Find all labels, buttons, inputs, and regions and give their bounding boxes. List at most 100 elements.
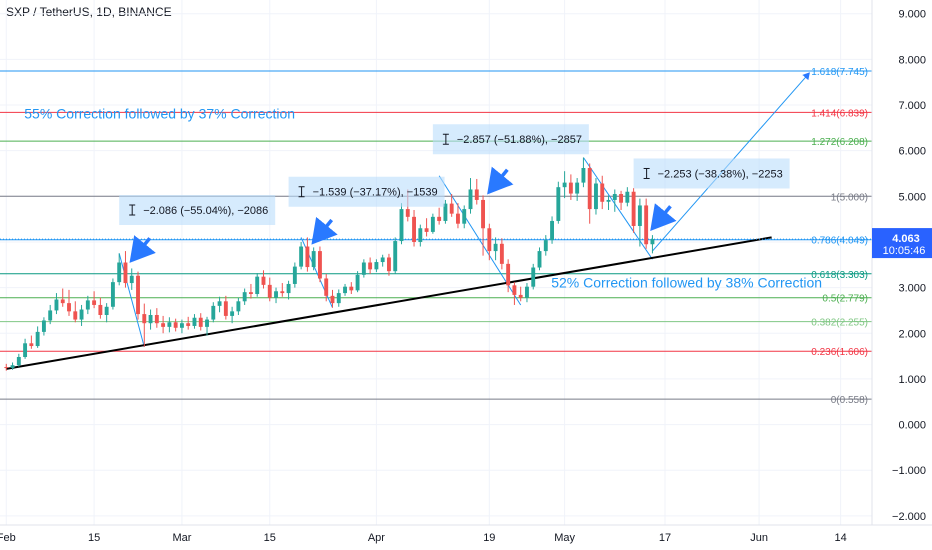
candle-body <box>506 263 511 286</box>
candle-body <box>311 251 316 268</box>
fib-label: 1.618(7.745) <box>811 67 868 78</box>
candle-body <box>405 209 410 217</box>
candle-body <box>361 262 366 275</box>
candle-body <box>274 291 278 298</box>
y-tick-label: 6.000 <box>898 146 926 158</box>
callout-arrow <box>650 203 677 231</box>
y-tick-label: 2.000 <box>898 328 926 340</box>
fib-label: 1.414(6.839) <box>811 108 868 119</box>
candle-body <box>644 205 649 245</box>
candle-body <box>600 183 605 202</box>
candle-body <box>223 301 228 316</box>
measure-callout: −2.857 (−51.88%), −2857 <box>432 124 589 195</box>
candle-body <box>443 203 448 221</box>
trendline <box>6 236 772 370</box>
fib-label: 0.236(1.606) <box>811 347 868 358</box>
measure-box <box>633 158 790 189</box>
candle-body <box>16 357 21 366</box>
candle-body <box>537 251 542 268</box>
candle-body <box>299 246 304 267</box>
candle-body <box>512 285 517 295</box>
candle-body <box>612 194 617 200</box>
candle-body <box>606 199 611 202</box>
measure-label: −1.539 (−37.17%), −1539 <box>313 187 438 199</box>
candle-body <box>117 262 122 283</box>
x-tick-label: Jun <box>750 532 768 544</box>
candle-body <box>67 303 71 312</box>
candle-body <box>211 305 216 320</box>
correction-line <box>583 157 653 260</box>
fib-extension[interactable]: 1.618(7.745) 1.414(6.839) 1.272(6.208) 1(5.… <box>0 67 872 406</box>
fib-label: 0(0.558) <box>831 395 868 406</box>
x-tick-label: 19 <box>483 532 495 544</box>
candle-body <box>437 216 442 221</box>
x-tick-label: 14 <box>835 532 847 544</box>
drawings[interactable] <box>0 72 872 370</box>
candle-body <box>594 183 598 210</box>
candle-body <box>518 294 523 298</box>
price-tag-bg <box>872 228 932 259</box>
candle-body <box>230 311 235 316</box>
y-tick-label: −2.000 <box>892 511 926 523</box>
measure-box <box>119 195 276 225</box>
candle-body <box>562 182 567 188</box>
candle-body <box>10 365 15 368</box>
candle-body <box>23 343 28 357</box>
y-tick-label: 9.000 <box>898 9 926 21</box>
candle-body <box>550 220 555 241</box>
candle-body <box>568 182 573 194</box>
price-tag-value: 4.063 <box>892 233 920 245</box>
candle-body <box>35 331 40 347</box>
y-tick-label: 7.000 <box>898 100 926 112</box>
candle-body <box>217 301 222 306</box>
grid <box>0 0 872 525</box>
candle-body <box>136 275 140 315</box>
candles <box>4 157 655 371</box>
candle-body <box>4 367 9 369</box>
candle-body <box>255 276 260 294</box>
candle-body <box>380 257 385 263</box>
fib-label: 0.5(2.779) <box>822 294 868 305</box>
candle-body <box>198 317 203 327</box>
fib-label: 1.272(6.208) <box>811 137 868 148</box>
candle-body <box>418 228 423 242</box>
candle-body <box>48 310 53 321</box>
candle-body <box>368 262 373 270</box>
correction-line <box>118 253 145 348</box>
x-tick-label: Feb <box>0 532 16 544</box>
candle-body <box>292 266 297 284</box>
measure-label: −2.086 (−55.04%), −2086 <box>143 205 268 217</box>
candle-body <box>110 282 115 307</box>
x-tick-label: Apr <box>368 532 385 544</box>
candle-body <box>154 315 159 324</box>
candle-body <box>142 314 147 324</box>
candle-body <box>430 216 435 232</box>
candle-body <box>179 323 184 328</box>
candle-body <box>85 300 90 310</box>
x-tick-label: 17 <box>659 532 671 544</box>
measure-label: −2.857 (−51.88%), −2857 <box>457 134 582 146</box>
measure-box <box>288 176 445 207</box>
candle-body <box>343 286 347 294</box>
candle-body <box>192 317 197 326</box>
candle-body <box>412 216 416 242</box>
candle-body <box>374 262 379 270</box>
annotations[interactable]: −2.086 (−55.04%), −2086 −1.539 (−37.17%),… <box>24 106 822 291</box>
candle-body <box>474 189 479 200</box>
candle-body <box>387 257 391 272</box>
candle-body <box>481 199 485 229</box>
x-tick-label: 15 <box>264 532 276 544</box>
candle-body <box>631 191 636 226</box>
candle-body <box>556 187 561 221</box>
candle-body <box>531 267 536 287</box>
candle-body <box>625 191 630 203</box>
candle-body <box>650 239 655 245</box>
candle-body <box>167 322 172 327</box>
y-tick-label: 3.000 <box>898 283 926 295</box>
fib-label: 0.618(3.303) <box>811 270 868 281</box>
x-tick-label: May <box>554 532 575 544</box>
candle-body <box>92 300 97 305</box>
